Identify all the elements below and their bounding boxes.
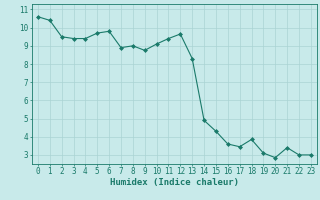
X-axis label: Humidex (Indice chaleur): Humidex (Indice chaleur) (110, 178, 239, 187)
